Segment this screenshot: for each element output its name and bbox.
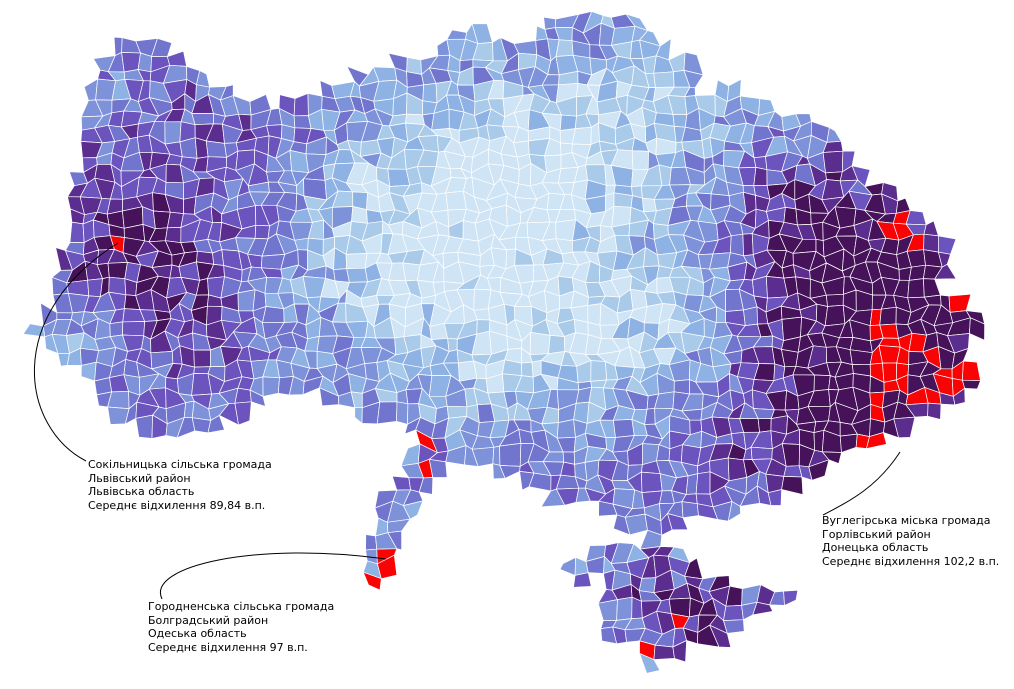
annotation-community-name: Сокільницька сільська громада <box>88 458 272 471</box>
callout-line-horodnenska <box>159 552 387 600</box>
annotation-deviation: Середнє відхилення 102,2 в.п. <box>822 554 1000 568</box>
callout-lines <box>34 242 901 600</box>
annotation-community-name: Вуглегірська міська громада <box>822 514 991 527</box>
annotation-raion: Львівський район <box>88 471 191 485</box>
annotation-horodnenska: Городненська сільська громада Болградськ… <box>148 600 334 654</box>
annotation-deviation: Середнє відхилення 97 в.п. <box>148 640 308 654</box>
annotation-deviation: Середнє відхилення 89,84 в.п. <box>88 498 266 512</box>
callout-line-sokilnytska <box>34 242 119 462</box>
annotation-oblast: Львівська область <box>88 485 195 498</box>
annotation-oblast: Одеська область <box>148 627 247 640</box>
annotation-community-name: Городненська сільська громада <box>148 600 335 613</box>
annotation-raion: Болградський район <box>148 613 269 627</box>
annotation-sokilnytska: Сокільницька сільська громада Львівський… <box>88 458 272 512</box>
annotation-vuhlehirska: Вуглегірська міська громада Горлівський … <box>822 514 999 568</box>
callout-line-vuhlehirska <box>822 451 901 516</box>
annotation-raion: Горлівський район <box>822 527 931 541</box>
map-cells <box>22 11 985 674</box>
annotation-oblast: Донецька область <box>822 541 929 554</box>
